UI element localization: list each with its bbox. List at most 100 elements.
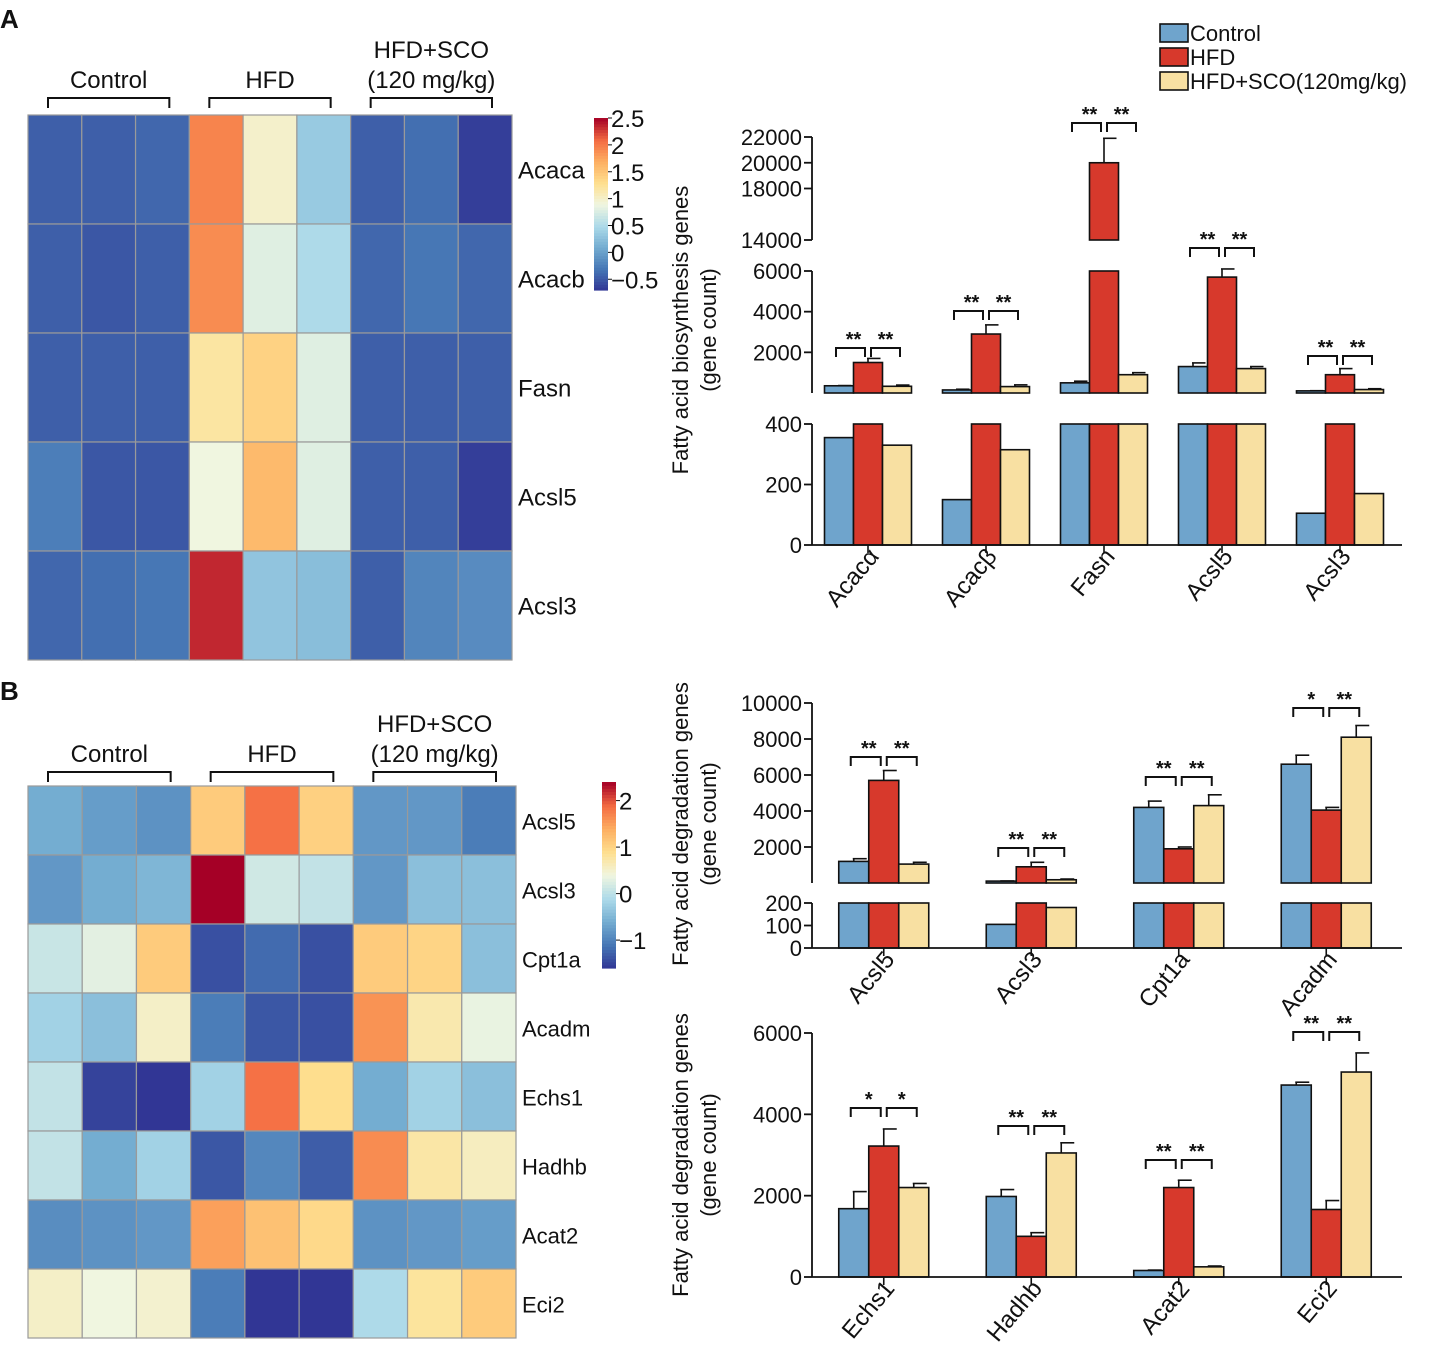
bar — [1353, 492, 1385, 546]
colorbar-tick-label: 0.5 — [611, 214, 644, 241]
colorbar-segment — [602, 865, 616, 870]
significance-bracket — [1292, 1031, 1325, 1041]
colorbar-segment — [594, 281, 608, 285]
bar — [941, 498, 973, 546]
bar — [999, 385, 1031, 394]
colorbar-segment — [594, 269, 608, 274]
heatmap-cell — [403, 550, 459, 661]
heatmap-cell — [403, 223, 459, 334]
y-tick-label: 4000 — [753, 1102, 802, 1127]
significance-label: * — [865, 1089, 873, 1111]
bar — [1353, 388, 1385, 394]
group-label: HFD — [245, 67, 294, 94]
colorbar-segment — [602, 899, 616, 904]
colorbar-segment — [602, 878, 616, 882]
heatmap-cell — [27, 1061, 83, 1132]
colorbar-segment — [594, 120, 608, 125]
heatmap-cell — [406, 992, 463, 1063]
significance-label: * — [898, 1089, 906, 1111]
colorbar-segment — [602, 933, 616, 938]
heatmap-cell — [352, 785, 409, 856]
y-tick-label: 18000 — [741, 177, 802, 202]
heatmap-cell — [352, 1061, 409, 1132]
bar — [1280, 763, 1313, 884]
colorbar-segment — [594, 249, 608, 254]
heatmap-cell — [244, 1199, 300, 1270]
heatmap-row-label: Acsl5 — [518, 485, 577, 512]
legend-swatch — [1159, 71, 1189, 91]
heatmap-cell — [190, 992, 246, 1063]
colorbar-segment — [594, 258, 608, 262]
colorbar-segment — [602, 850, 616, 854]
colorbar-segment — [602, 871, 616, 876]
significance-label: ** — [1336, 689, 1352, 711]
group-label: (120 mg/kg) — [367, 67, 495, 94]
colorbar-segment — [594, 175, 608, 179]
heatmap-cell — [406, 1199, 463, 1270]
heatmap-cell — [457, 441, 513, 552]
heatmap-cell — [81, 923, 138, 994]
bar — [1235, 367, 1267, 394]
colorbar-segment — [594, 278, 608, 282]
y-tick-label: 4000 — [753, 799, 802, 824]
heatmap-cell — [403, 441, 459, 552]
bar — [1192, 804, 1225, 884]
significance-label: ** — [1232, 229, 1248, 251]
colorbar-tick-label: −1 — [619, 928, 646, 955]
colorbar-tick-label: 1 — [611, 187, 624, 214]
heatmap-cell — [244, 1268, 300, 1339]
heatmap-cell — [298, 1268, 354, 1339]
heatmap-cell — [350, 114, 406, 225]
heatmap-cell — [296, 332, 352, 443]
colorbar-segment — [594, 232, 608, 237]
heatmap-cell — [296, 550, 352, 661]
heatmap-cell — [352, 1130, 409, 1201]
heatmap-cell — [298, 1199, 354, 1270]
heatmap-cell — [244, 785, 300, 856]
heatmap-row-label: Cpt1a — [522, 948, 581, 973]
colorbar-segment — [602, 847, 616, 851]
heatmap-cell — [457, 550, 513, 661]
colorbar-segment — [594, 267, 608, 271]
bar — [823, 436, 855, 546]
heatmap-cell — [135, 1130, 192, 1201]
y-tick-label: 22000 — [741, 125, 802, 150]
colorbar-segment — [594, 181, 608, 185]
colorbar-segment — [594, 189, 608, 194]
bar — [1088, 270, 1120, 394]
bar — [1088, 423, 1120, 546]
panel-b-label: B — [0, 676, 19, 706]
bar — [1206, 276, 1238, 394]
y-axis-label: Fatty acid degradation genes — [668, 682, 693, 966]
significance-label: ** — [1350, 337, 1366, 359]
colorbar-segment — [594, 149, 608, 153]
heatmap-cell — [461, 854, 517, 925]
colorbar-segment — [602, 834, 616, 839]
heatmap-cell — [27, 785, 83, 856]
significance-label: ** — [1156, 758, 1172, 780]
bar — [1162, 1186, 1195, 1278]
heatmap-row-label: Acsl3 — [518, 594, 577, 621]
y-tick-label: 0 — [790, 533, 802, 558]
heatmap-cell — [242, 441, 298, 552]
x-tick-label: Acsl3 — [989, 947, 1047, 1009]
bar — [837, 860, 870, 884]
heatmap-cell — [81, 114, 137, 225]
colorbar-segment — [602, 853, 616, 857]
heatmap-cell — [296, 223, 352, 334]
significance-label: ** — [1156, 1141, 1172, 1163]
colorbar-segment — [602, 909, 616, 913]
colorbar-segment — [602, 921, 616, 926]
colorbar-segment — [602, 906, 616, 910]
significance-label: ** — [1114, 104, 1130, 126]
heatmap-cell — [352, 1268, 409, 1339]
significance-bracket — [1180, 776, 1213, 786]
bar — [1117, 373, 1149, 394]
heatmap-cell — [244, 992, 300, 1063]
significance-bracket — [1106, 122, 1137, 132]
colorbar-tick-label: 2 — [619, 789, 632, 816]
colorbar-segment — [602, 782, 616, 786]
heatmap-cell — [190, 1268, 246, 1339]
y-tick-label: 6000 — [753, 763, 802, 788]
colorbar-segment — [594, 129, 608, 133]
